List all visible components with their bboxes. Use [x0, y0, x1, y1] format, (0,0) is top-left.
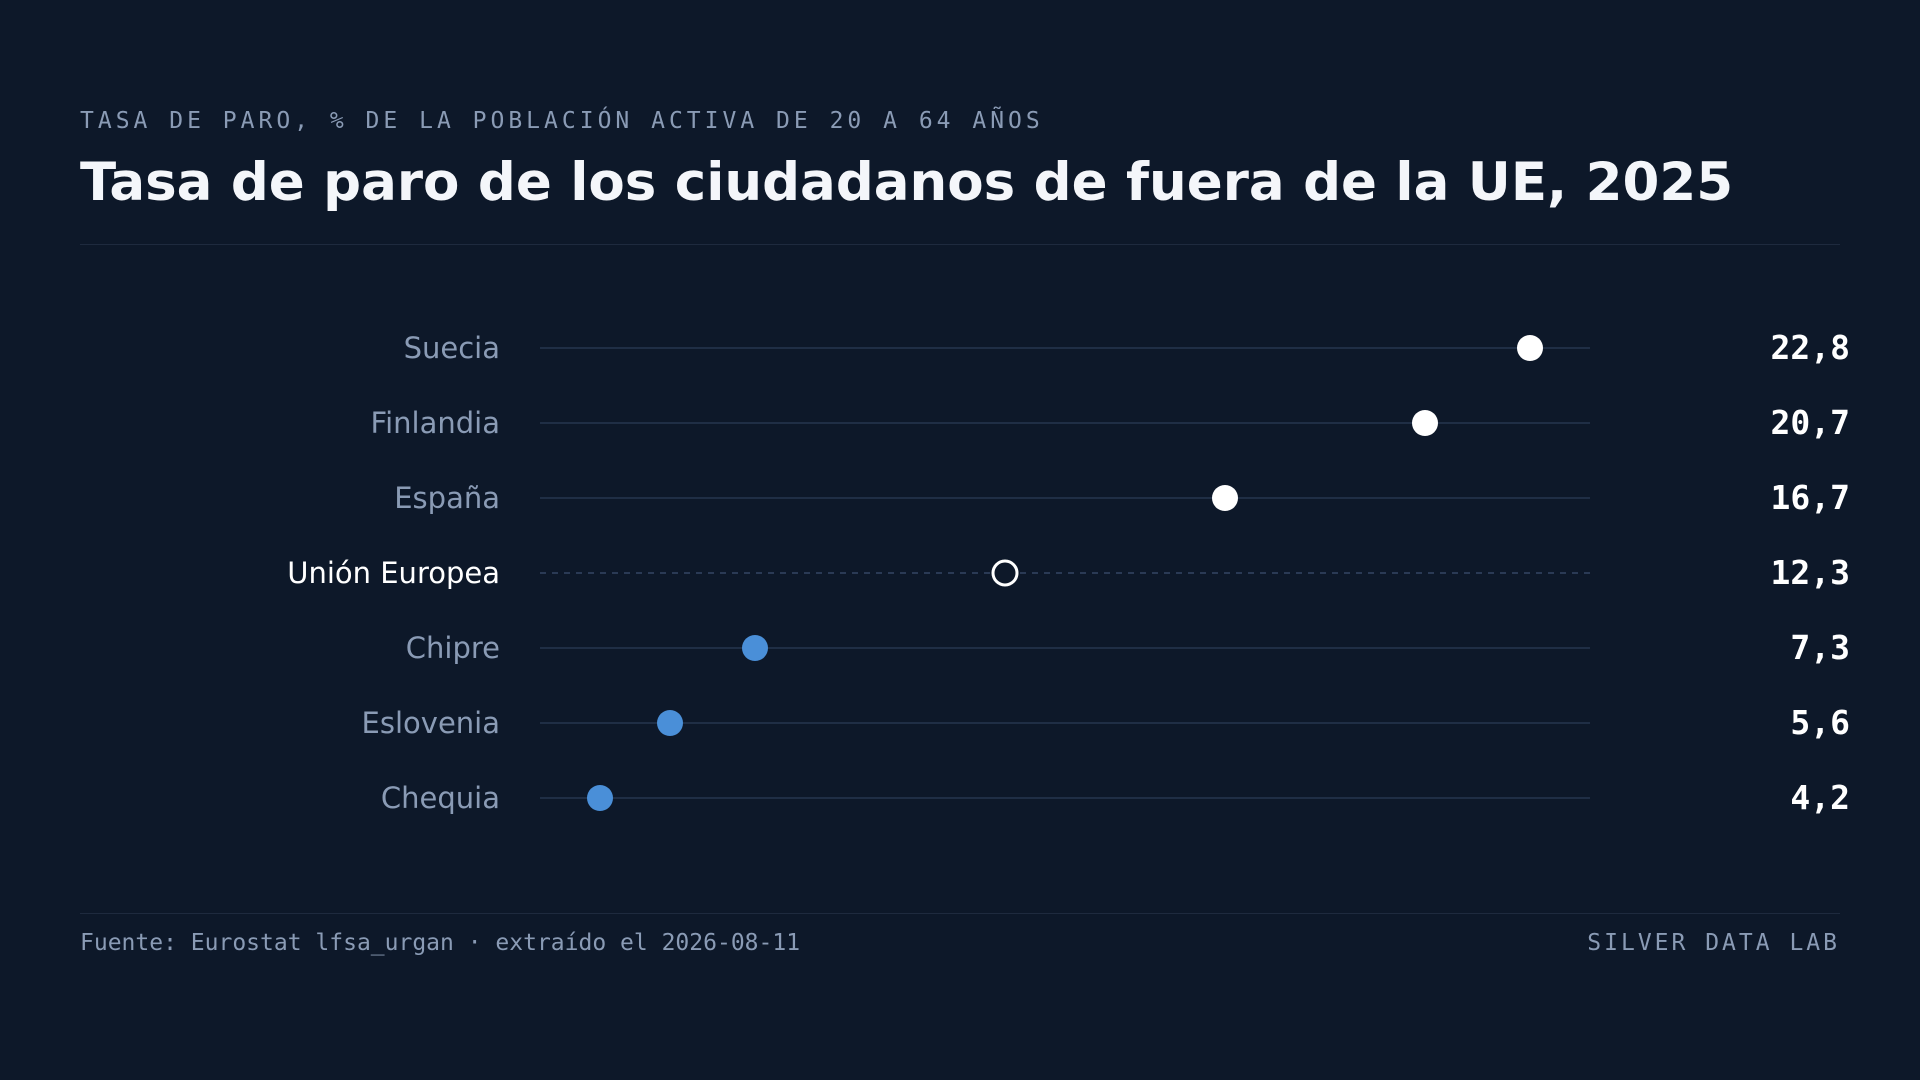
- value-label: 4,2: [1790, 778, 1850, 817]
- value-label: 22,8: [1771, 328, 1850, 367]
- data-dot: [742, 635, 768, 661]
- category-label: Unión Europea: [287, 556, 500, 590]
- data-dot: [587, 785, 613, 811]
- category-label: Chequia: [381, 781, 500, 815]
- value-label: 16,7: [1771, 478, 1850, 517]
- data-dot: [657, 710, 683, 736]
- category-label: España: [394, 481, 500, 515]
- value-label: 7,3: [1790, 628, 1850, 667]
- chart-title: Tasa de paro de los ciudadanos de fuera …: [80, 152, 1734, 213]
- value-label: 12,3: [1771, 553, 1850, 592]
- source-note: Fuente: Eurostat lfsa_urgan · extraído e…: [80, 930, 801, 956]
- category-label: Eslovenia: [362, 706, 500, 740]
- value-label: 5,6: [1790, 703, 1850, 742]
- data-dot: [1212, 485, 1238, 511]
- data-dot: [1517, 335, 1543, 361]
- header-divider: [80, 244, 1840, 245]
- data-dot: [1412, 410, 1438, 436]
- brand-label: SILVER DATA LAB: [1587, 930, 1840, 956]
- value-label: 20,7: [1771, 403, 1850, 442]
- category-label: Chipre: [406, 631, 500, 665]
- reference-dot: [991, 559, 1019, 587]
- category-label: Finlandia: [371, 406, 500, 440]
- chart-subtitle: TASA DE PARO, % DE LA POBLACIÓN ACTIVA D…: [80, 108, 1044, 134]
- footer-divider: [80, 913, 1840, 914]
- category-label: Suecia: [404, 331, 500, 365]
